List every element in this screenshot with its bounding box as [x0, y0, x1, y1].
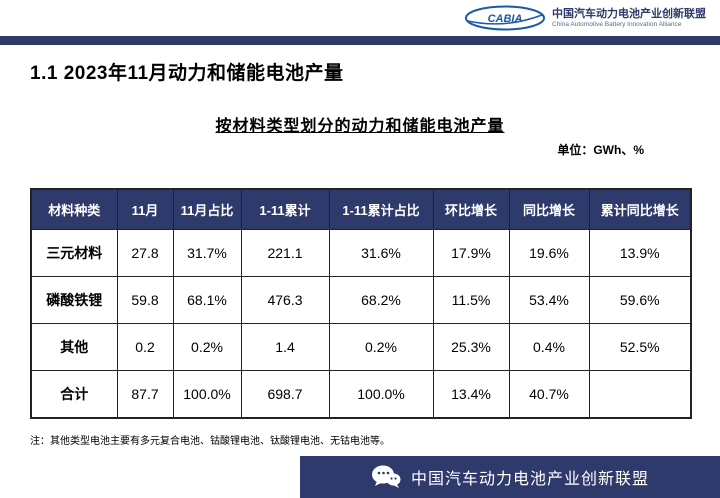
- cell-value: 59.8: [116, 276, 174, 324]
- cell-value: 100.0%: [172, 370, 242, 419]
- cell-value: 11.5%: [432, 276, 510, 324]
- cell-value: 31.6%: [328, 229, 434, 277]
- cell-value: 68.2%: [328, 276, 434, 324]
- header-divider-bar: [0, 36, 720, 45]
- cell-value: 13.4%: [432, 370, 510, 419]
- cell-value: [588, 370, 692, 419]
- cell-value: 52.5%: [588, 323, 692, 371]
- cabia-logo-icon: CABIA: [465, 5, 545, 31]
- table-row-total: 合计 87.7 100.0% 698.7 100.0% 13.4% 40.7%: [30, 370, 692, 419]
- org-name-block: 中国汽车动力电池产业创新联盟 China Automotive Battery …: [552, 8, 706, 28]
- footer-banner: 中国汽车动力电池产业创新联盟: [300, 456, 720, 498]
- cell-value: 68.1%: [172, 276, 242, 324]
- col-yoy-growth: 同比增长: [508, 188, 590, 230]
- cell-value: 100.0%: [328, 370, 434, 419]
- unit-label: 单位：GWh、%: [557, 143, 644, 157]
- col-material-type: 材料种类: [30, 188, 118, 230]
- cell-value: 0.2%: [328, 323, 434, 371]
- table-row-other: 其他 0.2 0.2% 1.4 0.2% 25.3% 0.4% 52.5%: [30, 323, 692, 371]
- col-november: 11月: [116, 188, 174, 230]
- org-name-en: China Automotive Battery Innovation Alli…: [552, 20, 682, 28]
- cell-value: 17.9%: [432, 229, 510, 277]
- table-subtitle: 按材料类型划分的动力和储能电池产量: [215, 118, 505, 135]
- table-row-ternary: 三元材料 27.8 31.7% 221.1 31.6% 17.9% 19.6% …: [30, 229, 692, 277]
- table-header-row: 材料种类 11月 11月占比 1-11累计 1-11累计占比 环比增长 同比增长…: [30, 188, 692, 230]
- cell-value: 27.8: [116, 229, 174, 277]
- cell-value: 40.7%: [508, 370, 590, 419]
- footnote: 注：其他类型电池主要有多元复合电池、钴酸锂电池、钛酸锂电池、无钴电池等。: [30, 436, 390, 447]
- org-name-cn: 中国汽车动力电池产业创新联盟: [552, 7, 706, 20]
- footer-org-name: 中国汽车动力电池产业创新联盟: [410, 471, 649, 488]
- wechat-icon: [371, 465, 401, 488]
- svg-text:CABIA: CABIA: [488, 13, 523, 25]
- cell-value: 25.3%: [432, 323, 510, 371]
- table-row-lfp: 磷酸铁锂 59.8 68.1% 476.3 68.2% 11.5% 53.4% …: [30, 276, 692, 324]
- cell-value: 698.7: [240, 370, 330, 419]
- cell-value: 221.1: [240, 229, 330, 277]
- cell-value: 476.3: [240, 276, 330, 324]
- cell-value: 0.4%: [508, 323, 590, 371]
- cell-material: 其他: [30, 323, 118, 371]
- cell-value: 0.2%: [172, 323, 242, 371]
- col-ytd-share: 1-11累计占比: [328, 188, 434, 230]
- org-logo: CABIA 中国汽车动力电池产业创新联盟 China Automotive Ba…: [464, 5, 706, 31]
- cell-material: 三元材料: [30, 229, 118, 277]
- cell-material: 磷酸铁锂: [30, 276, 118, 324]
- cell-value: 0.2: [116, 323, 174, 371]
- col-mom-growth: 环比增长: [432, 188, 510, 230]
- battery-production-table: 材料种类 11月 11月占比 1-11累计 1-11累计占比 环比增长 同比增长…: [30, 188, 692, 419]
- cell-material: 合计: [30, 370, 118, 419]
- col-november-share: 11月占比: [172, 188, 242, 230]
- cell-value: 13.9%: [588, 229, 692, 277]
- col-ytd-yoy-growth: 累计同比增长: [588, 188, 692, 230]
- cell-value: 59.6%: [588, 276, 692, 324]
- page-title: 1.1 2023年11月动力和储能电池产量: [30, 63, 344, 84]
- cell-value: 1.4: [240, 323, 330, 371]
- top-bar: CABIA 中国汽车动力电池产业创新联盟 China Automotive Ba…: [0, 0, 720, 36]
- cell-value: 19.6%: [508, 229, 590, 277]
- col-ytd-total: 1-11累计: [240, 188, 330, 230]
- cell-value: 87.7: [116, 370, 174, 419]
- cell-value: 53.4%: [508, 276, 590, 324]
- cell-value: 31.7%: [172, 229, 242, 277]
